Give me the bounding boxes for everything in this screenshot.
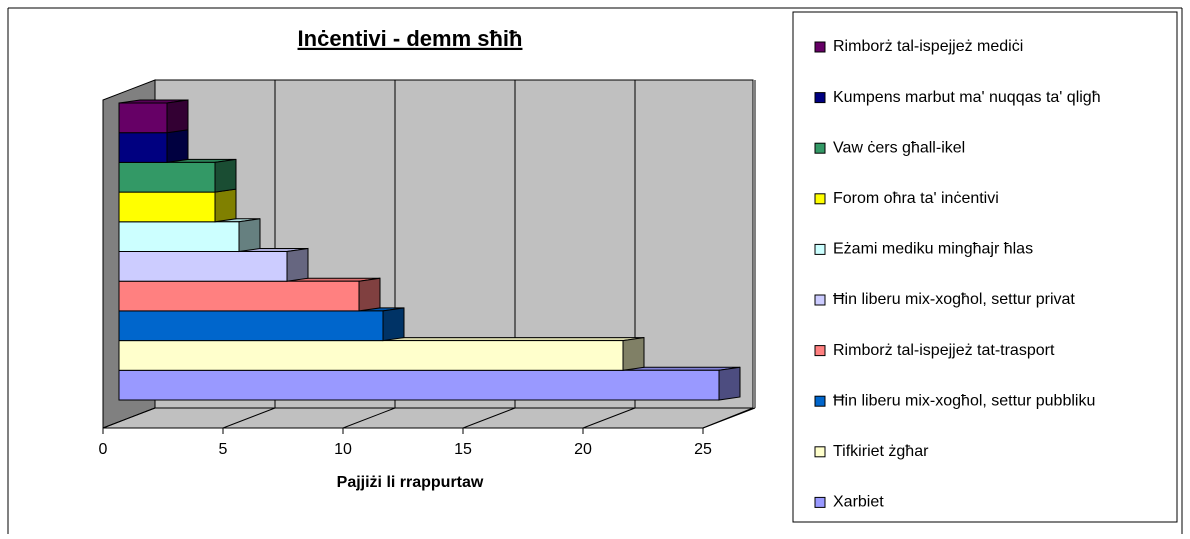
legend-swatch	[814, 142, 826, 154]
legend-swatch	[814, 395, 826, 407]
legend-label: Vaw ċers għall-ikel	[833, 139, 965, 156]
bar-side	[166, 99, 189, 134]
bar	[118, 251, 288, 282]
x-tick-label: 10	[334, 441, 352, 458]
bar-side	[238, 218, 261, 253]
legend-swatch	[814, 294, 826, 306]
x-tick-label: 0	[99, 441, 108, 458]
bar	[118, 191, 216, 223]
bar	[118, 369, 720, 401]
bar	[118, 310, 384, 342]
grid-line	[462, 407, 516, 429]
bar-side	[718, 366, 741, 401]
bar	[118, 280, 360, 312]
bar-side	[358, 277, 381, 312]
legend-swatch	[814, 496, 826, 508]
legend-label: Ħin liberu mix-xogħol, settur pubbliku	[833, 392, 1095, 409]
bar-side	[286, 247, 309, 282]
x-tick-label: 15	[454, 441, 472, 458]
floor	[102, 407, 754, 429]
bar	[118, 102, 168, 134]
legend-label: Tifkiriet żgħar	[833, 443, 929, 460]
legend-label: Xarbiet	[833, 494, 884, 511]
bar-side	[214, 158, 237, 193]
grid-line	[342, 407, 396, 429]
bar-side	[622, 337, 645, 371]
chart-title: Inċentivi - demm sħiħ	[298, 26, 523, 51]
bar	[118, 132, 168, 163]
legend-label: Kumpens marbut ma' nuqqas ta' qligħ	[833, 89, 1101, 106]
bar-side	[166, 129, 189, 163]
legend-swatch	[814, 41, 826, 53]
legend-swatch	[814, 193, 826, 205]
x-tick-label: 25	[694, 441, 712, 458]
grid-line	[102, 407, 156, 429]
x-axis-title: Pajjiżi li rrappurtaw	[337, 474, 484, 491]
legend-swatch	[814, 345, 826, 357]
bar-side	[214, 188, 237, 223]
legend-label: Forom oħra ta' inċentivi	[833, 190, 999, 207]
grid-line	[222, 407, 276, 429]
legend-swatch	[814, 92, 826, 104]
legend-swatch	[814, 243, 826, 255]
x-tick-label: 5	[219, 441, 228, 458]
bar	[118, 340, 624, 371]
x-tick-label: 20	[574, 441, 592, 458]
grid-line	[702, 407, 756, 429]
bar-side	[382, 307, 405, 342]
legend	[792, 11, 1178, 523]
legend-label: Rimborż tal-ispejjeż mediċi	[833, 38, 1023, 55]
legend-swatch	[814, 446, 826, 458]
legend-label: Ħin liberu mix-xogħol, settur privat	[833, 291, 1075, 308]
legend-label: Rimborż tal-ispejjeż tat-trasport	[833, 342, 1055, 359]
bar	[118, 161, 216, 193]
bar	[118, 221, 240, 253]
grid-line	[582, 407, 636, 429]
legend-label: Eżami mediku mingħajr ħlas	[833, 241, 1033, 258]
